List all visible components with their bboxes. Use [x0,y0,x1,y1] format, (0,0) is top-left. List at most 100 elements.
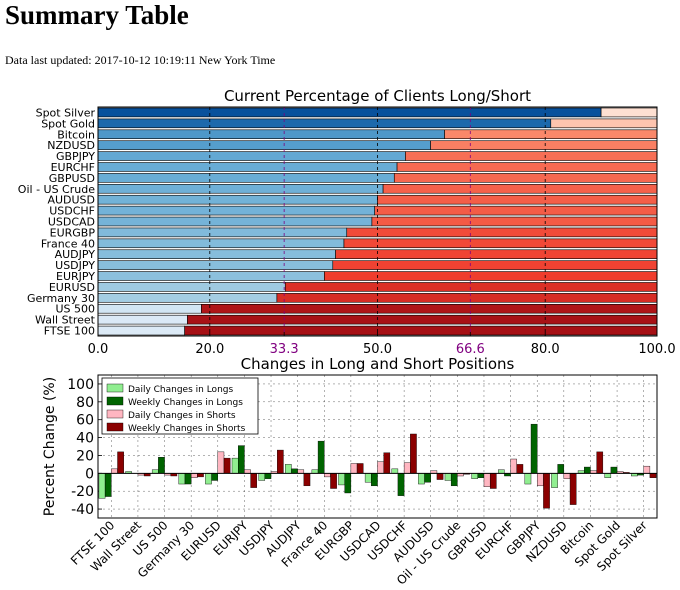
bar-s1-10 [371,473,378,487]
x-tick-label-4: 66.6 [456,342,485,357]
long-bar-2 [97,129,445,140]
long-bar-0 [97,107,602,118]
y-tick-label-6: -20 [71,484,94,500]
category-label-7: Oil - US Crude [18,183,95,196]
bar-s2-7 [297,469,305,474]
bar-s0-13 [444,473,452,481]
long-bar-1 [97,118,552,129]
bar-s0-5 [231,457,239,474]
long-bar-11 [97,227,348,238]
bar-s2-8 [324,473,331,478]
long-bar-5 [97,162,398,172]
bar-s2-20 [643,465,651,474]
bar-s3-0 [117,451,124,474]
category-label-13: AUDJPY [55,248,96,261]
category-label-16: EURUSD [49,281,95,294]
bar-s2-17 [563,473,571,479]
legend-swatch-3 [106,422,124,432]
long-bar-6 [97,173,395,183]
legend-label-0: Daily Changes in Longs [128,385,233,395]
long-bar-7 [97,184,384,194]
y-tick-label-4: 20 [76,448,94,464]
bar-s3-16 [543,473,550,509]
long-bar-4 [97,151,406,161]
bar-s3-6 [277,449,284,474]
long-bar-8 [97,194,378,205]
category-label-6: GBPUSD [49,172,95,185]
legend: Daily Changes in Longs Weekly Changes in … [101,377,259,435]
bar-s0-7 [285,464,292,474]
bar-s0-6 [258,473,266,481]
category-label-4: GBPJPY [56,150,95,163]
short-bar-7 [382,184,658,194]
short-bar-4 [405,151,658,161]
short-bar-3 [430,140,658,150]
bar-s1-5 [238,445,245,474]
legend-box [101,377,259,435]
bar-s1-18 [584,466,591,474]
bar-s0-19 [604,473,612,478]
legend-swatch-2 [106,409,124,419]
x-tick-label-0: 0.0 [88,342,109,357]
category-label-18: US 500 [55,303,95,316]
category-label-10: USDCAD [48,216,95,229]
x-tick-label-6: 100.0 [638,342,675,357]
legend-swatch-0 [106,383,124,393]
bar-s2-14 [483,473,491,487]
long-bar-16 [97,282,286,292]
short-bar-18 [201,303,658,314]
long-bar-19 [97,314,188,325]
last-updated-label: Data last updated: [5,53,92,67]
category-label-17: Germany 30 [27,292,95,305]
category-label-15: EURJPY [56,270,95,283]
long-bar-17 [97,293,278,303]
bar-s1-3 [184,473,192,485]
long-bar-13 [97,249,336,259]
short-bar-20 [184,325,658,336]
bar-s0-3 [178,473,186,485]
bar-s3-14 [489,473,497,489]
bar-s1-6 [264,473,272,479]
x-tick-label-5: 80.0 [531,342,560,357]
long-bar-10 [97,216,373,227]
bar-s3-3 [197,473,204,478]
x-tick-label-1: 20.0 [195,342,224,357]
long-short-chart: Current Percentage of Clients Long/Short… [18,87,676,357]
legend-label-1: Weekly Changes in Longs [128,398,243,408]
category-label-11: EURGBP [50,226,96,239]
bar-s1-13 [450,473,458,487]
short-bar-8 [377,194,658,205]
bar-s2-10 [377,461,384,474]
bar-s0-9 [338,473,345,486]
category-label-19: Wall Street [35,314,96,327]
bar-s1-2 [158,457,165,474]
bar-s0-8 [311,469,319,474]
category-label-5: EURCHF [51,161,95,174]
long-bar-20 [97,325,185,336]
long-bar-15 [97,271,325,281]
bar-s1-4 [211,473,218,481]
short-bar-0 [600,107,658,118]
short-bar-17 [276,293,658,303]
bar-s3-20 [649,473,657,478]
bar-s3-11 [410,433,417,474]
bar-s1-16 [530,423,538,474]
y-tick-label-2: 60 [76,413,94,429]
bar-s2-15 [510,458,517,474]
x-tick-label-3: 50.0 [363,342,392,357]
y-tick-label-3: 40 [76,431,94,447]
bar-s3-18 [596,451,604,474]
short-bar-9 [374,205,658,216]
bar-s2-0 [111,468,118,474]
short-bar-16 [284,282,658,292]
bar-s0-14 [471,473,478,479]
bar-s1-11 [397,473,405,496]
short-bar-11 [346,227,658,238]
short-bar-6 [393,173,658,183]
category-label-20: FTSE 100 [44,325,95,338]
short-bar-2 [444,129,658,140]
bar-s3-10 [383,452,391,474]
y-axis-label: Percent Change (%) [42,377,58,516]
bar-s2-9 [350,463,358,474]
short-bar-10 [371,216,658,227]
